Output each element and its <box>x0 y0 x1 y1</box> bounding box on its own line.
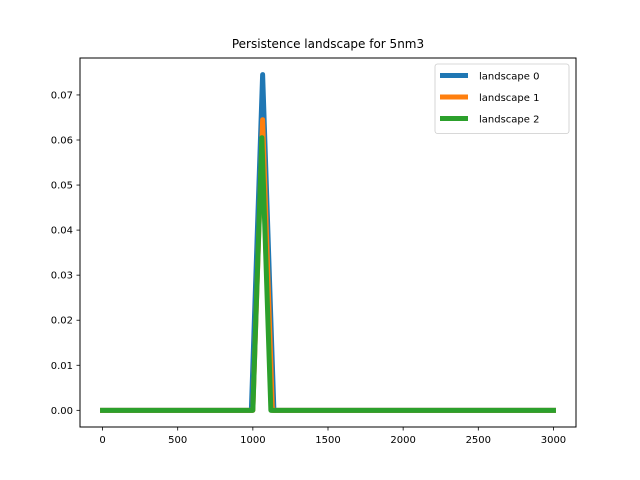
y-tick-label: 0.01 <box>51 361 73 372</box>
chart-title: Persistence landscape for 5nm3 <box>232 37 424 51</box>
legend-label-1: landscape 1 <box>479 93 539 104</box>
series-layer <box>100 72 556 413</box>
legend-label-0: landscape 0 <box>479 72 539 83</box>
legend-box <box>434 63 570 134</box>
y-tick-label: 0.04 <box>51 226 73 237</box>
x-axis: 0 500 1000 1500 2000 2500 3000 <box>99 427 566 446</box>
y-axis: 0.00 0.01 0.02 0.03 0.04 0.05 0.06 0.07 <box>51 90 80 417</box>
y-tick-label: 0.02 <box>51 316 73 327</box>
x-tick-label: 500 <box>168 435 187 446</box>
y-tick-label: 0.03 <box>51 271 73 282</box>
x-tick-label: 0 <box>99 435 105 446</box>
legend-label-2: landscape 2 <box>479 115 539 126</box>
series-line-2 <box>100 135 556 413</box>
legend: landscape 0 landscape 1 landscape 2 <box>434 63 570 134</box>
y-tick-label: 0.05 <box>51 181 73 192</box>
y-tick-label: 0.06 <box>51 136 73 147</box>
x-tick-label: 2500 <box>466 435 491 446</box>
x-tick-label: 1000 <box>240 435 265 446</box>
x-tick-label: 1500 <box>315 435 340 446</box>
y-tick-label: 0.00 <box>51 406 73 417</box>
y-tick-label: 0.07 <box>51 90 73 101</box>
x-tick-label: 2000 <box>390 435 415 446</box>
x-tick-label: 3000 <box>541 435 566 446</box>
